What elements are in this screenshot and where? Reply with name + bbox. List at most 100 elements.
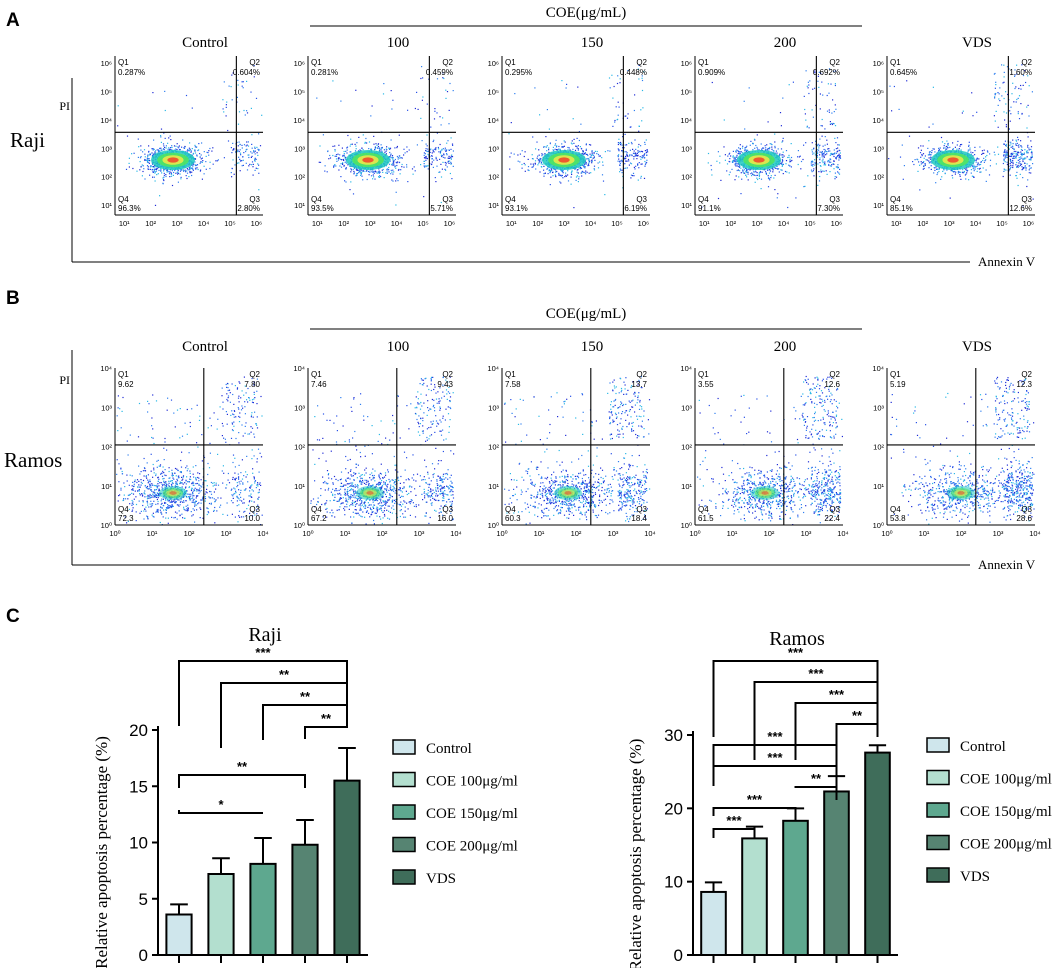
raji-y-tick-label: 10²: [294, 173, 305, 182]
significance-bracket: **: [835, 708, 879, 760]
y-tick-label: 10: [129, 834, 148, 853]
bracket-line: [712, 807, 797, 816]
raji-q3-name: Q3: [442, 195, 453, 204]
raji-x-tick-label: 10⁴: [198, 219, 210, 228]
raji-y-tick-label: 10³: [294, 144, 305, 153]
ramos-y-tick-label: 10⁰: [488, 521, 499, 530]
raji-q1-name: Q1: [505, 58, 516, 67]
ramos-y-tick-label: 10⁰: [681, 521, 692, 530]
significance-bracket: **: [794, 771, 838, 800]
ramos-y-tick-label: 10¹: [681, 482, 692, 491]
raji-coe-label: COE(μg/mL): [546, 5, 627, 21]
panel-letter-b: B: [6, 288, 20, 309]
raji-y-tick-label: 10²: [873, 173, 884, 182]
ramos-x-tick-label: 10⁴: [644, 529, 656, 538]
raji-q4-name: Q4: [118, 195, 129, 204]
raji-density-core-3: [362, 157, 374, 163]
ramos-scatter-points: [697, 375, 843, 526]
legend-label: COE 100μg/ml: [960, 772, 1052, 788]
y-tick-label: 15: [129, 777, 148, 796]
ramos-x-tick-label: 10⁰: [109, 529, 120, 538]
ramos-x-tick-label: 10³: [801, 529, 812, 538]
significance-label: **: [279, 667, 290, 682]
y-tick-label: 0: [139, 946, 148, 965]
ramos-q4-value: 53.8: [890, 514, 906, 523]
raji-x-tick-label: 10²: [145, 219, 156, 228]
ramos-condition-label: VDS: [962, 339, 992, 355]
raji-scatter-points: [316, 66, 454, 206]
ramos-q1-name: Q1: [118, 370, 129, 379]
legend-label: Control: [426, 741, 472, 757]
ramos-x-tick-label: 10¹: [727, 529, 738, 538]
ramos-density-core-3: [366, 491, 374, 495]
y-tick-label: 10: [664, 873, 683, 892]
ramos-q4-name: Q4: [698, 505, 709, 514]
significance-bracket: ***: [712, 729, 838, 768]
raji-q4-value: 85.1%: [890, 204, 913, 213]
legend-label: COE 200μg/ml: [960, 837, 1052, 853]
significance-bracket: ***: [794, 687, 879, 760]
raji-y-tick-label: 10⁶: [294, 59, 305, 68]
significance-label: ***: [726, 813, 742, 828]
ramos-y-tick-label: 10³: [681, 403, 692, 412]
ramos-y-tick-label: 10⁴: [872, 364, 884, 373]
ramos-condition-label: 150: [581, 339, 604, 355]
ramos-q2-name: Q2: [829, 370, 840, 379]
ramos-x-tick-label: 10¹: [340, 529, 351, 538]
raji-x-tick-label: 10²: [532, 219, 543, 228]
raji-q1-name: Q1: [118, 58, 129, 67]
raji-q1-name: Q1: [890, 58, 901, 67]
ramos-scatter-points: [504, 376, 651, 525]
legend-label: COE 150μg/ml: [426, 806, 518, 822]
ramos-q2-value: 13.7: [631, 380, 647, 389]
bracket-line: [178, 810, 263, 814]
raji-y-tick-label: 10⁴: [293, 116, 305, 125]
chart-title: Raji: [248, 624, 282, 646]
raji-q1-value: 0.909%: [698, 68, 725, 77]
ramos-q1-value: 5.19: [890, 380, 906, 389]
raji-y-tick-label: 10⁴: [872, 116, 884, 125]
significance-label: ***: [747, 792, 763, 807]
ramos-q2-value: 9.43: [437, 380, 453, 389]
raji-y-tick-label: 10⁴: [487, 116, 499, 125]
raji-q2-value: 0.448%: [620, 68, 647, 77]
raji-y-tick-label: 10⁴: [100, 116, 112, 125]
ramos-density-core-3: [169, 491, 177, 495]
ramos-x-tick-label: 10¹: [534, 529, 545, 538]
ramos-y-tick-label: 10⁴: [293, 364, 305, 373]
raji-scatter-points: [117, 65, 263, 206]
raji-x-tick-label: 10²: [725, 219, 736, 228]
bracket-line: [712, 828, 756, 838]
raji-scatter-points: [508, 64, 649, 209]
raji-q1-value: 0.281%: [311, 68, 338, 77]
legend-swatch: [392, 836, 416, 853]
ramos-q1-value: 7.46: [311, 380, 327, 389]
bracket-line: [794, 702, 879, 760]
raji-pi-label: PI: [59, 99, 70, 113]
raji-y-tick-label: 10³: [873, 144, 884, 153]
ramos-q4-value: 72.3: [118, 514, 134, 523]
ramos-q1-value: 3.55: [698, 380, 714, 389]
raji-q2-name: Q2: [636, 58, 647, 67]
y-tick-label: 20: [129, 721, 148, 740]
raji-condition-label: 100: [387, 35, 410, 51]
bar-3: [249, 862, 277, 956]
legend-swatch: [926, 834, 950, 851]
raji-q3-value: 5.71%: [430, 204, 453, 213]
ramos-scatter-points: [310, 376, 455, 525]
raji-density-core-3: [167, 157, 179, 163]
bar-4: [291, 843, 319, 956]
ramos-condition-label: Control: [182, 339, 228, 355]
raji-x-tick-label: 10³: [559, 219, 570, 228]
ramos-x-tick-label: 10⁰: [496, 529, 507, 538]
ramos-y-tick-label: 10²: [294, 443, 305, 452]
ramos-y-tick-label: 10²: [681, 443, 692, 452]
legend-swatch: [926, 769, 950, 786]
raji-q3-name: Q3: [829, 195, 840, 204]
ramos-y-tick-label: 10¹: [873, 482, 884, 491]
raji-q3-value: 2.80%: [237, 204, 260, 213]
ramos-y-tick-label: 10⁰: [294, 521, 305, 530]
